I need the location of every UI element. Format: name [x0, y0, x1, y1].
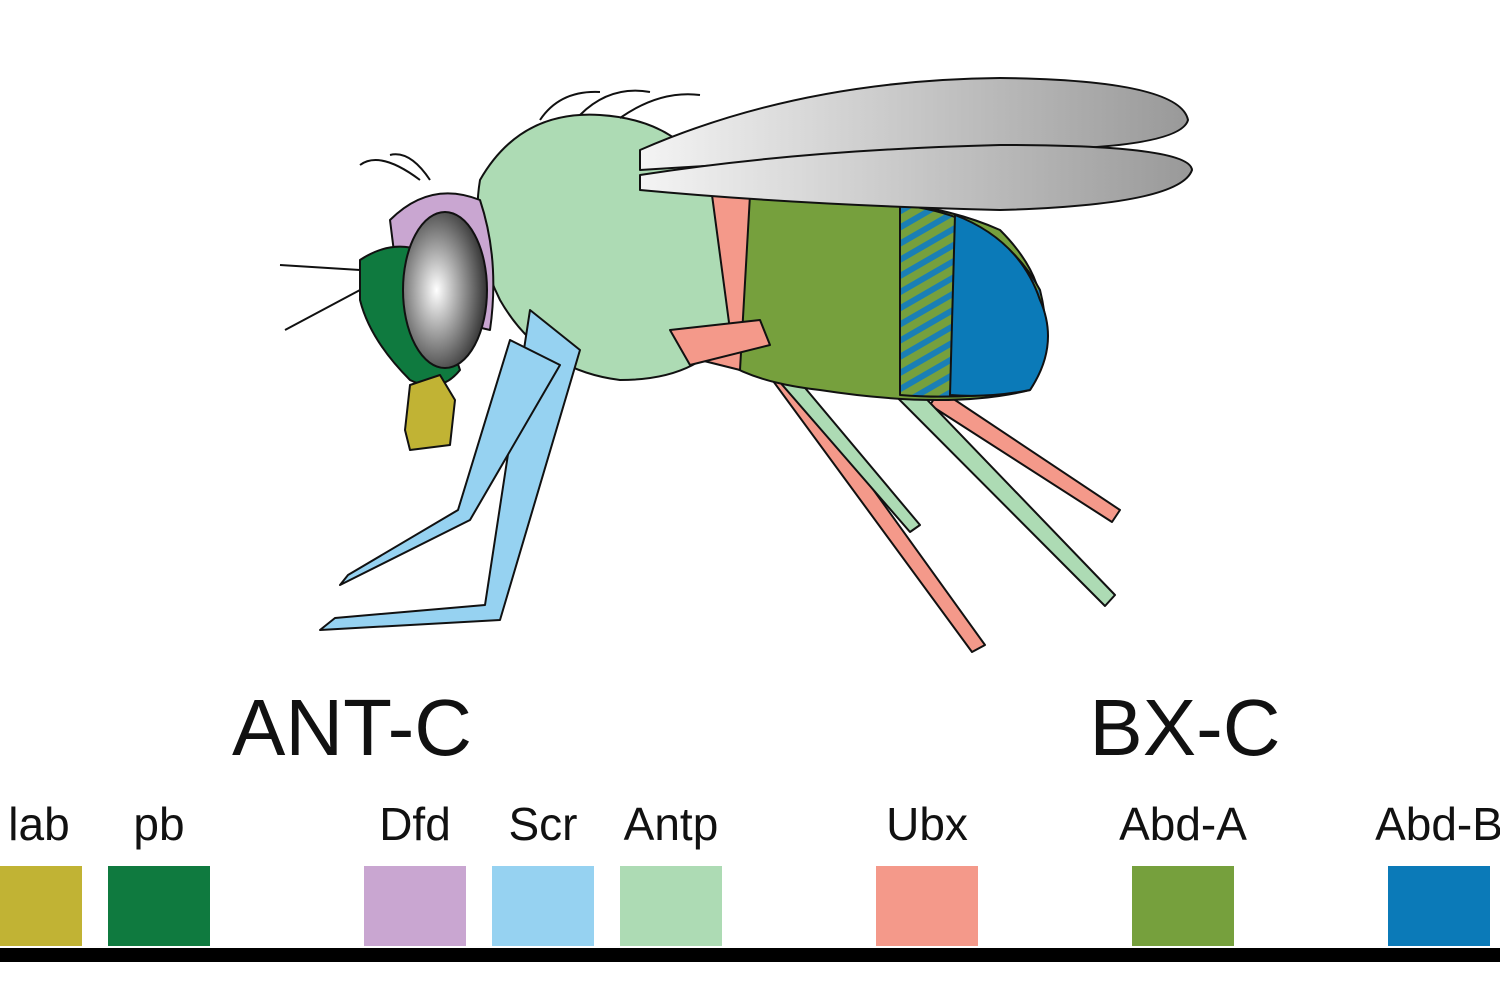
gene-label: Scr [509, 798, 578, 850]
gene-row: lab pb Dfd Scr Antp Ubx Abd-A Abd-B [0, 798, 1500, 946]
fly-illustration [279, 77, 1193, 653]
gene-label: Abd-A [1119, 798, 1247, 850]
gene-box [1388, 866, 1490, 946]
chromosome-line [0, 948, 1500, 962]
gene-label: Abd-B [1375, 798, 1500, 850]
cluster-label: BX-C [1089, 683, 1280, 772]
gene-label: Antp [624, 798, 719, 850]
gene-label: Dfd [379, 798, 451, 850]
cluster-label: ANT-C [232, 683, 472, 772]
gene-box [0, 866, 82, 946]
gene-label: lab [8, 798, 69, 850]
gene-box [876, 866, 978, 946]
gene-box [492, 866, 594, 946]
gene-label: Ubx [886, 798, 968, 850]
gene-box [108, 866, 210, 946]
gene-box [364, 866, 466, 946]
gene-box [1132, 866, 1234, 946]
gene-label: pb [133, 798, 184, 850]
gene-box [620, 866, 722, 946]
